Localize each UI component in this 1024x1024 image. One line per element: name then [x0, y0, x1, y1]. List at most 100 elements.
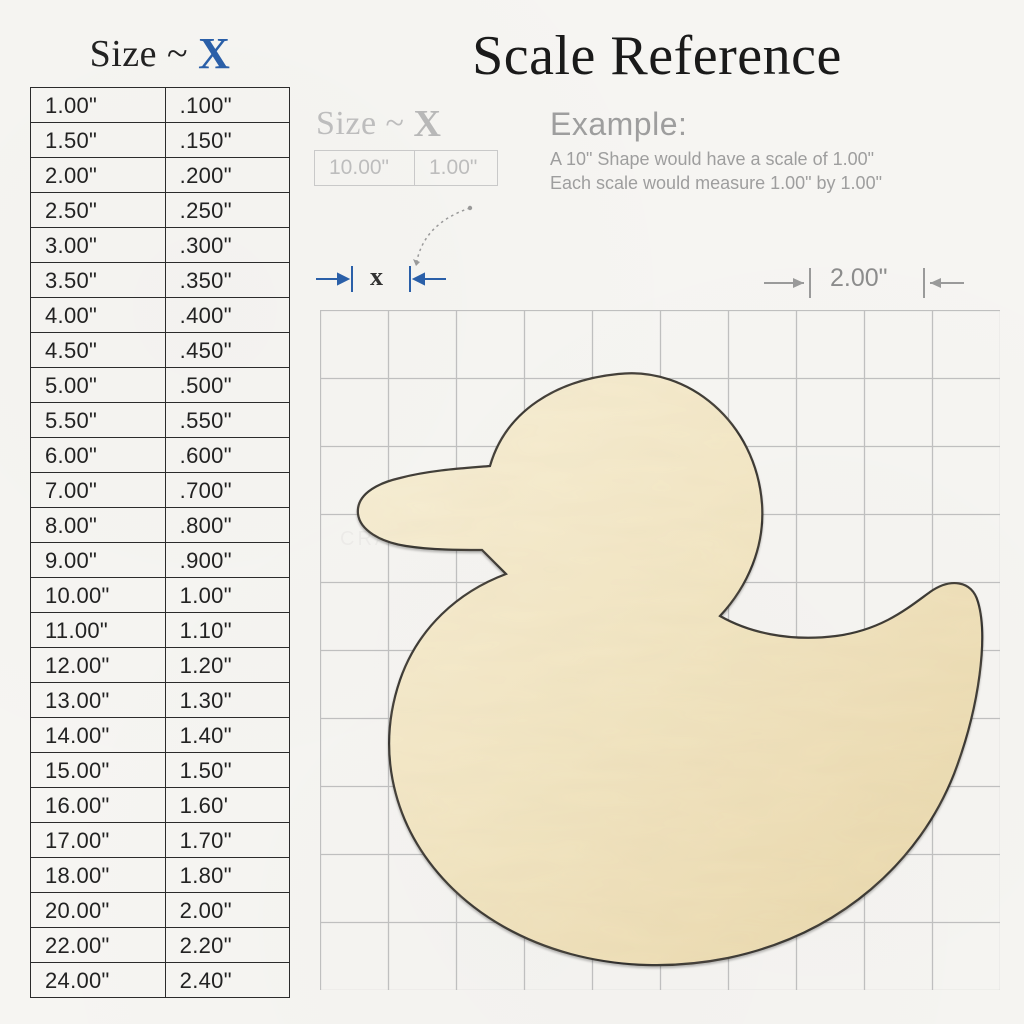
- table-row: 1.00".100": [31, 88, 290, 123]
- page-root: Size ~ X 1.00".100"1.50".150"2.00".200"2…: [0, 0, 1024, 1024]
- scale-cell: 1.70": [165, 823, 289, 858]
- table-row: 16.00"1.60': [31, 788, 290, 823]
- table-row: 11.00"1.10": [31, 613, 290, 648]
- table-row: 7.00".700": [31, 473, 290, 508]
- table-row: 1.50".150": [31, 123, 290, 158]
- size-cell: 9.00": [31, 543, 166, 578]
- scale-cell: .500": [165, 368, 289, 403]
- mini-size-prefix: Size ~: [316, 105, 413, 142]
- table-row: 13.00"1.30": [31, 683, 290, 718]
- scale-cell: .200": [165, 158, 289, 193]
- table-row: 2.00".200": [31, 158, 290, 193]
- scale-cell: .300": [165, 228, 289, 263]
- size-cell: 15.00": [31, 753, 166, 788]
- scale-cell: 2.00": [165, 893, 289, 928]
- table-row: 10.00"1.00": [31, 578, 290, 613]
- table-row: 15.00"1.50": [31, 753, 290, 788]
- size-cell: 2.00": [31, 158, 166, 193]
- table-row: 3.00".300": [31, 228, 290, 263]
- scale-cell: 1.40": [165, 718, 289, 753]
- size-cell: 5.50": [31, 403, 166, 438]
- size-cell: 8.00": [31, 508, 166, 543]
- size-cell: 24.00": [31, 963, 166, 998]
- size-table-panel: Size ~ X 1.00".100"1.50".150"2.00".200"2…: [30, 28, 290, 1004]
- table-row: 14.00"1.40": [31, 718, 290, 753]
- size-cell: 1.00": [31, 88, 166, 123]
- table-row: 2.50".250": [31, 193, 290, 228]
- x-marker-label: x: [370, 262, 383, 292]
- scale-cell: 2.20": [165, 928, 289, 963]
- size-table: 1.00".100"1.50".150"2.00".200"2.50".250"…: [30, 87, 290, 998]
- scale-cell: 1.80": [165, 858, 289, 893]
- reference-panel: Scale Reference Size ~ X 10.00" 1.00" Ex…: [310, 28, 1004, 1004]
- table-row: 6.00".600": [31, 438, 290, 473]
- scale-cell: 2.40": [165, 963, 289, 998]
- scale-cell: .900": [165, 543, 289, 578]
- page-title: Scale Reference: [310, 24, 1004, 88]
- size-cell: 2.50": [31, 193, 166, 228]
- subheader-row: Size ~ X 10.00" 1.00" Example: A 10" Sha…: [310, 102, 1004, 196]
- example-heading: Example:: [550, 106, 1004, 143]
- two-inch-label: 2.00": [830, 264, 888, 293]
- scale-cell: .250": [165, 193, 289, 228]
- mini-size-block: Size ~ X 10.00" 1.00": [310, 102, 530, 196]
- size-cell: 7.00": [31, 473, 166, 508]
- size-cell: 4.50": [31, 333, 166, 368]
- duck-shape: [348, 336, 988, 976]
- size-cell: 14.00": [31, 718, 166, 753]
- table-row: 18.00"1.80": [31, 858, 290, 893]
- table-row: 22.00"2.20": [31, 928, 290, 963]
- mini-size-table: 10.00" 1.00": [314, 150, 530, 186]
- table-row: 5.50".550": [31, 403, 290, 438]
- table-row: 8.00".800": [31, 508, 290, 543]
- scale-cell: 1.10": [165, 613, 289, 648]
- scale-cell: 1.20": [165, 648, 289, 683]
- scale-cell: .450": [165, 333, 289, 368]
- size-cell: 20.00": [31, 893, 166, 928]
- mini-size-header: Size ~ X: [316, 102, 530, 146]
- scale-cell: 1.50": [165, 753, 289, 788]
- size-cell: 4.00": [31, 298, 166, 333]
- scale-cell: .150": [165, 123, 289, 158]
- size-cell: 3.50": [31, 263, 166, 298]
- table-row: 4.00".400": [31, 298, 290, 333]
- size-cell: 22.00": [31, 928, 166, 963]
- size-cell: 11.00": [31, 613, 166, 648]
- scale-cell: 1.30": [165, 683, 289, 718]
- example-line-2: Each scale would measure 1.00" by 1.00": [550, 171, 1004, 195]
- scale-cell: .350": [165, 263, 289, 298]
- size-table-header-x: X: [198, 29, 230, 78]
- table-row: 24.00"2.40": [31, 963, 290, 998]
- table-row: 17.00"1.70": [31, 823, 290, 858]
- example-line-1: A 10" Shape would have a scale of 1.00": [550, 147, 1004, 171]
- two-inch-marker: 2.00": [764, 258, 964, 308]
- size-cell: 1.50": [31, 123, 166, 158]
- scale-cell: 1.60': [165, 788, 289, 823]
- table-row: 12.00"1.20": [31, 648, 290, 683]
- scale-cell: .800": [165, 508, 289, 543]
- mini-cell-size: 10.00": [314, 150, 414, 186]
- size-cell: 6.00": [31, 438, 166, 473]
- size-cell: 5.00": [31, 368, 166, 403]
- table-row: 4.50".450": [31, 333, 290, 368]
- example-block: Example: A 10" Shape would have a scale …: [550, 102, 1004, 196]
- scale-cell: 1.00": [165, 578, 289, 613]
- table-row: 9.00".900": [31, 543, 290, 578]
- scale-cell: .550": [165, 403, 289, 438]
- scale-cell: .400": [165, 298, 289, 333]
- size-cell: 17.00": [31, 823, 166, 858]
- table-row: 3.50".350": [31, 263, 290, 298]
- size-cell: 10.00": [31, 578, 166, 613]
- scale-cell: .600": [165, 438, 289, 473]
- x-scale-marker: x: [316, 254, 516, 314]
- size-cell: 3.00": [31, 228, 166, 263]
- size-cell: 13.00": [31, 683, 166, 718]
- size-table-header-prefix: Size ~: [90, 33, 198, 75]
- size-cell: 18.00": [31, 858, 166, 893]
- scale-cell: .700": [165, 473, 289, 508]
- table-row: 20.00"2.00": [31, 893, 290, 928]
- size-cell: 12.00": [31, 648, 166, 683]
- size-table-header: Size ~ X: [30, 28, 290, 87]
- mini-cell-scale: 1.00": [414, 150, 498, 186]
- mini-size-x: X: [413, 103, 441, 145]
